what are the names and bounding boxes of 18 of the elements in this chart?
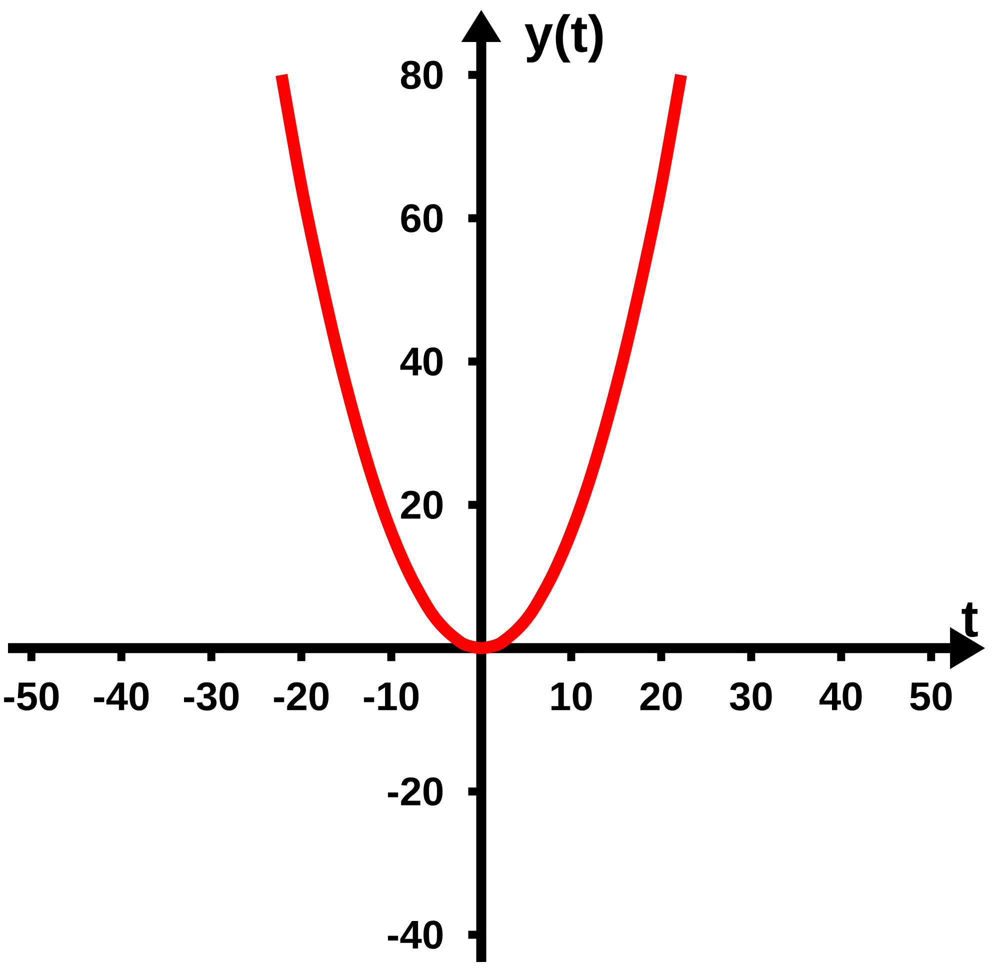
x-tick-label: 50	[910, 682, 952, 711]
y-tick-label: 40	[400, 347, 443, 376]
y-axis-title: y(t)	[524, 14, 603, 63]
x-tick-label: 20	[640, 682, 682, 711]
x-tick-label: 40	[820, 682, 862, 711]
x-axis-title: t	[962, 602, 978, 637]
y-tick-label: -40	[388, 920, 443, 949]
x-tick-label: -20	[274, 682, 329, 711]
x-tick-label: -10	[364, 682, 419, 711]
y-tick-label: 80	[400, 60, 443, 90]
x-tick-label: -40	[94, 682, 149, 711]
y-tick-label: -20	[388, 777, 443, 806]
x-tick-label: 10	[551, 682, 592, 711]
y-tick-label: 60	[401, 204, 443, 232]
x-tick-label: 30	[730, 682, 772, 711]
x-tick-label: -30	[184, 682, 239, 711]
y-tick-label: 20	[401, 490, 443, 519]
x-tick-label: -50	[4, 682, 59, 711]
